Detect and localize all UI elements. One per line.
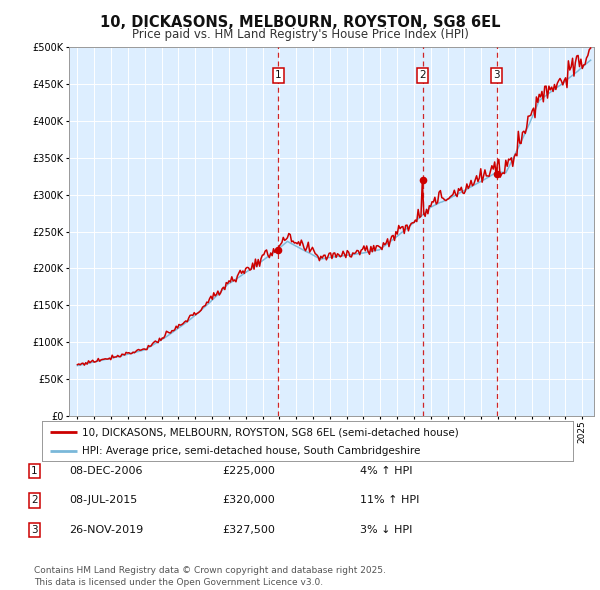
Text: HPI: Average price, semi-detached house, South Cambridgeshire: HPI: Average price, semi-detached house,…	[82, 445, 420, 455]
Text: £225,000: £225,000	[222, 466, 275, 476]
Text: 3% ↓ HPI: 3% ↓ HPI	[360, 525, 412, 535]
Text: Contains HM Land Registry data © Crown copyright and database right 2025.
This d: Contains HM Land Registry data © Crown c…	[34, 566, 386, 587]
Text: 4% ↑ HPI: 4% ↑ HPI	[360, 466, 413, 476]
Text: 10, DICKASONS, MELBOURN, ROYSTON, SG8 6EL: 10, DICKASONS, MELBOURN, ROYSTON, SG8 6E…	[100, 15, 500, 30]
Text: 11% ↑ HPI: 11% ↑ HPI	[360, 496, 419, 505]
Text: 3: 3	[31, 525, 38, 535]
Text: 1: 1	[31, 466, 38, 476]
Text: 10, DICKASONS, MELBOURN, ROYSTON, SG8 6EL (semi-detached house): 10, DICKASONS, MELBOURN, ROYSTON, SG8 6E…	[82, 427, 458, 437]
Text: Price paid vs. HM Land Registry's House Price Index (HPI): Price paid vs. HM Land Registry's House …	[131, 28, 469, 41]
Text: 1: 1	[275, 70, 281, 80]
Text: 3: 3	[493, 70, 500, 80]
Text: 2: 2	[31, 496, 38, 505]
Text: 08-DEC-2006: 08-DEC-2006	[69, 466, 143, 476]
Text: £327,500: £327,500	[222, 525, 275, 535]
Text: £320,000: £320,000	[222, 496, 275, 505]
Text: 2: 2	[419, 70, 426, 80]
Text: 26-NOV-2019: 26-NOV-2019	[69, 525, 143, 535]
Text: 08-JUL-2015: 08-JUL-2015	[69, 496, 137, 505]
